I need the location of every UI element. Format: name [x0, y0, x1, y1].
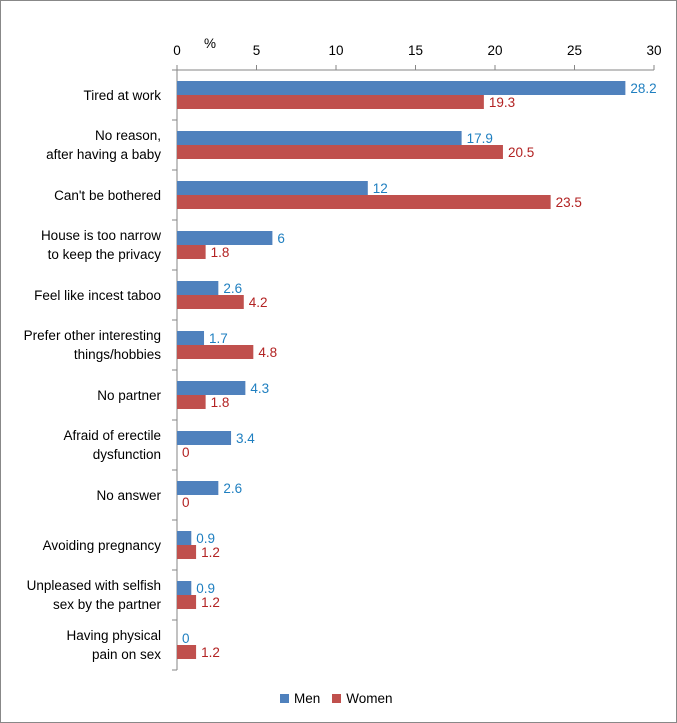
data-label-women: 23.5: [556, 195, 582, 210]
category-label: Unpleased with selfish sex by the partner: [1, 576, 161, 614]
bar-women: [177, 195, 551, 209]
data-label-women: 1.2: [201, 645, 220, 660]
bar-men: [177, 331, 205, 345]
data-label-men: 17.9: [467, 131, 493, 146]
x-tick-label: 0: [173, 43, 181, 58]
x-tick-label: 30: [646, 43, 661, 58]
data-label-men: 12: [373, 181, 388, 196]
bar-women: [177, 245, 206, 259]
data-label-men: 6: [277, 231, 285, 246]
legend: Men Women: [280, 691, 405, 706]
category-label-line: Avoiding pregnancy: [42, 537, 161, 553]
category-label-line: Afraid of erectile: [63, 428, 161, 443]
x-tick-label: 25: [567, 43, 582, 58]
data-label-men: 2.6: [223, 481, 242, 496]
legend-label-men: Men: [294, 691, 321, 706]
category-label-line: to keep the privacy: [47, 247, 161, 262]
data-label-men: 0.9: [196, 581, 215, 596]
x-tick-label: 15: [408, 43, 423, 58]
category-label: Prefer other interesting things/hobbies: [1, 326, 161, 364]
category-label-line: House is too narrow: [40, 228, 161, 243]
category-label-line: No answer: [96, 487, 161, 503]
data-label-women: 20.5: [508, 145, 534, 160]
bar-women: [177, 95, 484, 109]
data-label-women: 1.8: [211, 395, 230, 410]
category-label-line: No partner: [97, 387, 161, 403]
category-label-line: Unpleased with selfish: [26, 578, 161, 593]
x-tick-label: 10: [328, 43, 343, 58]
category-label-line: Tired at work: [83, 87, 161, 103]
x-tick-label: 5: [253, 43, 261, 58]
data-label-men: 1.7: [209, 331, 228, 346]
data-label-women: 1.2: [201, 545, 220, 560]
bar-women: [177, 395, 206, 409]
bar-women: [177, 595, 197, 609]
bar-men: [177, 581, 192, 595]
legend-label-women: Women: [346, 691, 393, 706]
bar-women: [177, 145, 503, 159]
data-label-women: 19.3: [489, 95, 515, 110]
bar-women: [177, 645, 197, 659]
category-label: House is too narrow to keep the privacy: [1, 226, 161, 264]
bar-men: [177, 281, 219, 295]
legend-item-women: Women: [332, 691, 393, 706]
data-label-men: 3.4: [236, 431, 255, 446]
category-label: No partner: [1, 386, 161, 405]
category-label-line: after having a baby: [46, 147, 161, 162]
bar-men: [177, 181, 368, 195]
category-label-line: No reason,: [94, 128, 161, 143]
data-label-men: 28.2: [630, 81, 656, 96]
category-label: No answer: [1, 486, 161, 505]
bar-men: [177, 81, 626, 95]
bar-men: [177, 431, 232, 445]
bar-men: [177, 381, 246, 395]
legend-swatch-women: [332, 694, 342, 703]
category-label-line: Can't be bothered: [54, 187, 161, 203]
category-label: No reason, after having a baby: [1, 126, 161, 164]
bar-men: [177, 131, 462, 145]
category-label-line: Feel like incest taboo: [34, 287, 161, 303]
x-axis-unit-label: %: [204, 36, 216, 51]
bar-men: [177, 531, 192, 545]
category-label: Can't be bothered: [1, 186, 161, 205]
category-label-line: pain on sex: [91, 647, 161, 662]
data-label-women: 1.8: [211, 245, 230, 260]
data-label-women: 4.8: [258, 345, 277, 360]
bar-men: [177, 481, 219, 495]
data-label-men: 0.9: [196, 531, 215, 546]
category-label: Avoiding pregnancy: [1, 536, 161, 555]
category-label: Having physical pain on sex: [1, 626, 161, 664]
data-label-women: 0: [182, 495, 190, 510]
bar-men: [177, 231, 273, 245]
category-label: Afraid of erectile dysfunction: [1, 426, 161, 464]
x-tick-label: 20: [487, 43, 502, 58]
category-label-line: sex by the partner: [52, 597, 161, 612]
data-label-women: 4.2: [249, 295, 268, 310]
bar-women: [177, 545, 197, 559]
category-label-line: Prefer other interesting: [23, 328, 161, 343]
data-label-women: 0: [182, 445, 190, 460]
bar-women: [177, 345, 254, 359]
legend-swatch-men: [280, 694, 289, 703]
category-label-line: things/hobbies: [73, 347, 161, 362]
data-label-men: 2.6: [223, 281, 242, 296]
category-label-line: Having physical: [66, 628, 161, 643]
bar-women: [177, 295, 244, 309]
data-label-women: 1.2: [201, 595, 220, 610]
data-label-men: 4.3: [250, 381, 269, 396]
category-label: Feel like incest taboo: [1, 286, 161, 305]
data-label-men: 0: [182, 631, 190, 646]
category-label-line: dysfunction: [92, 447, 161, 462]
legend-item-men: Men: [280, 691, 320, 706]
category-label: Tired at work: [1, 86, 161, 105]
